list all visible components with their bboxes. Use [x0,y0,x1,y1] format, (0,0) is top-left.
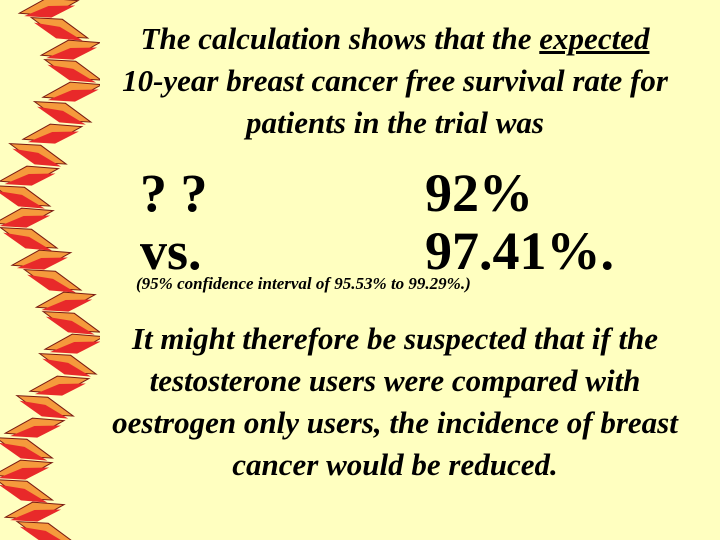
conclusion-paragraph: It might therefore be suspected that if … [112,321,678,482]
swirl-segment [39,39,100,60]
swirl-segment [0,185,52,209]
heading-text-start: The calculation shows that the [140,21,540,56]
swirl-segment [41,81,100,102]
swirl-segment [8,143,68,167]
percent-97: 97.41%. [425,221,614,281]
decorative-swirl-border [0,0,100,540]
heading-underlined-word: expected [539,21,650,56]
swirl-segment [0,479,55,503]
swirl-segment [3,501,66,522]
swirl-segment [3,417,66,438]
swirl-segment [17,0,80,18]
swirl-segment [0,165,61,186]
swirl-segment [22,269,83,293]
swirl-segment [43,333,100,354]
confidence-interval-note: (95% confidence interval of 95.53% to 99… [136,274,471,293]
swirl-segment [0,207,55,228]
swirl-segment [28,375,91,396]
percent-92: 92% [425,163,533,223]
swirl-segment [21,123,84,144]
swirl-segment [0,437,55,461]
swirl-segment [32,101,93,125]
swirl-segment [15,521,76,540]
swirl-segment [34,291,97,312]
versus-label: vs. [140,221,202,281]
swirl-segment [43,59,100,83]
swirl-segment [15,395,75,419]
swirl-segment [10,249,73,270]
swirl-segment [38,353,98,377]
swirl-segment [41,311,100,335]
swirl-segment [29,17,90,41]
slide-heading: The calculation shows that the expected 1… [95,18,695,144]
heading-text-end: 10-year breast cancer free survival rate… [122,63,668,140]
swirl-segment [0,459,54,480]
unknown-value: ? ? [140,163,208,223]
swirl-segment [0,227,59,251]
